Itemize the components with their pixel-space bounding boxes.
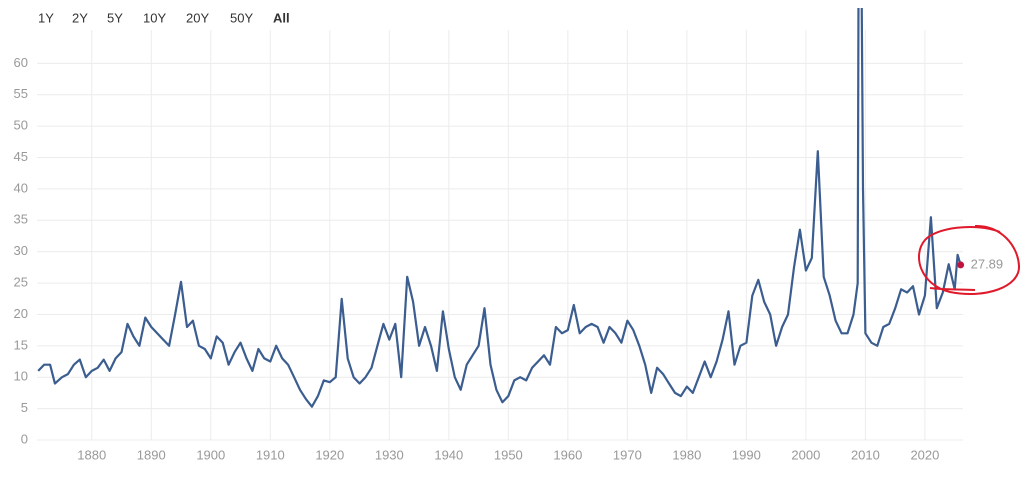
y-tick-label: 10 — [14, 369, 28, 384]
plot — [37, 8, 962, 408]
range-button[interactable]: 10Y — [143, 10, 166, 25]
grid — [37, 30, 963, 441]
x-tick-label: 2020 — [910, 447, 939, 462]
x-tick-label: 1940 — [434, 447, 463, 462]
highlight-circle — [918, 224, 1021, 295]
last-value-label: 27.89 — [971, 256, 1004, 271]
range-button[interactable]: 20Y — [186, 10, 209, 25]
x-tick-label: 1970 — [613, 447, 642, 462]
y-tick-label: 60 — [14, 55, 28, 70]
x-tick-label: 1880 — [77, 447, 106, 462]
range-button[interactable]: 1Y — [38, 10, 54, 25]
range-button[interactable]: 5Y — [107, 10, 123, 25]
x-tick-label: 1960 — [553, 447, 582, 462]
range-button[interactable]: 2Y — [72, 10, 88, 25]
y-tick-label: 35 — [14, 212, 28, 227]
y-tick-label: 45 — [14, 149, 28, 164]
y-tick-label: 5 — [21, 400, 28, 415]
x-tick-label: 2010 — [851, 447, 880, 462]
x-tick-label: 1920 — [315, 447, 344, 462]
y-tick-label: 50 — [14, 118, 28, 133]
y-tick-label: 20 — [14, 306, 28, 321]
y-tick-label: 55 — [14, 86, 28, 101]
last-value-dot — [957, 261, 965, 269]
x-tick-label: 1900 — [196, 447, 225, 462]
x-tick-label: 1950 — [494, 447, 523, 462]
y-tick-label: 0 — [21, 431, 28, 446]
y-tick-label: 40 — [14, 180, 28, 195]
x-tick-label: 1990 — [732, 447, 761, 462]
range-button[interactable]: All — [273, 10, 290, 25]
x-tick-label: 1890 — [137, 447, 166, 462]
y-tick-label: 25 — [14, 275, 28, 290]
y-tick-label: 30 — [14, 243, 28, 258]
y-tick-label: 15 — [14, 337, 28, 352]
x-tick-label: 1980 — [672, 447, 701, 462]
line-series — [37, 8, 962, 408]
range-selector: 1Y 2Y 5Y 10Y 20Y 50Y All — [38, 10, 290, 25]
x-tick-label: 1910 — [256, 447, 285, 462]
ticks: 0 5 10 15 20 25 30 35 40 45 50 55 60 1880 1890 1900 1910… — [14, 55, 940, 463]
range-button[interactable]: 50Y — [230, 10, 253, 25]
x-tick-label: 2000 — [791, 447, 820, 462]
x-tick-label: 1930 — [375, 447, 404, 462]
